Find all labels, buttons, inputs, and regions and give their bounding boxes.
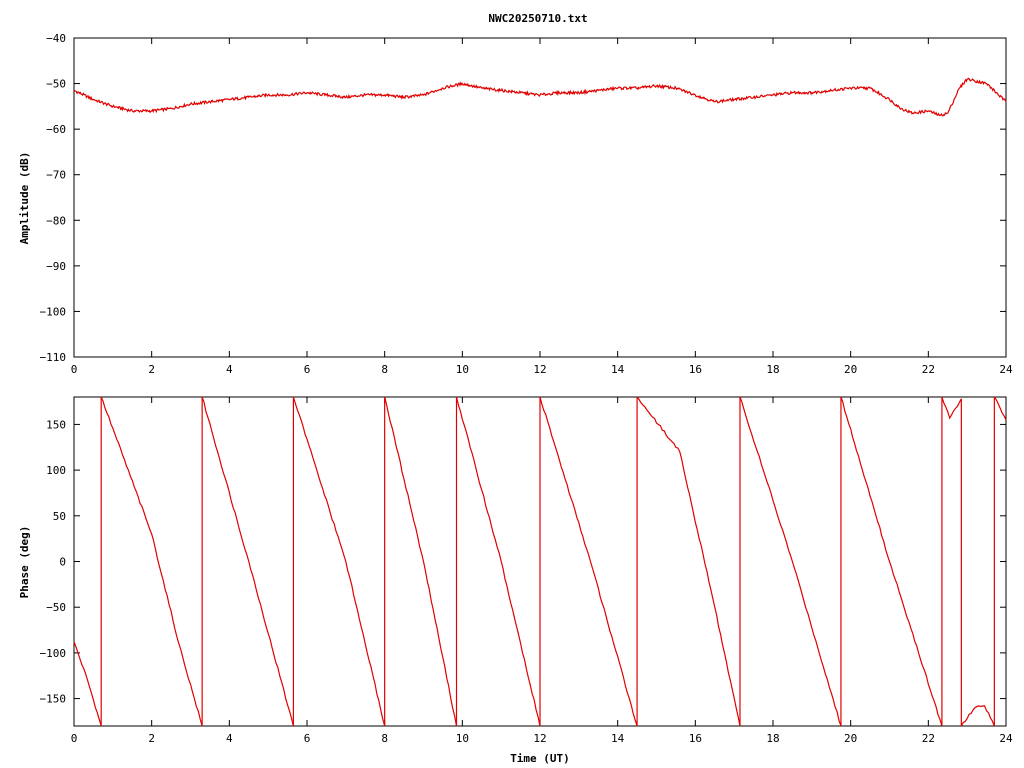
phase-series-segment: [100, 396, 203, 727]
phase-x-tick-label: 10: [456, 732, 469, 745]
phase-series-segment: [539, 396, 638, 727]
amplitude-y-tick-label: −70: [46, 169, 66, 182]
phase-y-tick-label: 50: [53, 510, 66, 523]
phase-series-segment: [941, 396, 962, 420]
amplitude-x-tick-label: 22: [922, 363, 935, 376]
phase-y-tick-label: 150: [46, 418, 66, 431]
phase-series-segment: [384, 396, 458, 727]
phase-x-tick-label: 16: [689, 732, 702, 745]
amplitude-x-tick-label: 18: [766, 363, 779, 376]
amplitude-panel: −40−50−60−70−80−90−100−110 0 2 4 6 8 10 12 14 16…: [18, 32, 1013, 376]
phase-x-tick-label: 2: [148, 732, 155, 745]
phase-y-tick-label: −150: [40, 693, 67, 706]
phase-series-segment: [455, 396, 541, 727]
amplitude-x-tick-label: 16: [689, 363, 702, 376]
chart-title: NWC20250710.txt: [488, 12, 587, 25]
amplitude-x-tick-label: 8: [381, 363, 388, 376]
amplitude-y-tick-label: −80: [46, 214, 66, 227]
amplitude-plot-frame: [73, 37, 1007, 358]
amplitude-x-tick-label: 14: [611, 363, 625, 376]
amplitude-y-ticks: −40 −50 −60 −70 −80 −90 −100 −110: [40, 32, 1006, 364]
amplitude-y-tick-label: −50: [46, 78, 66, 91]
phase-series-segment: [292, 396, 386, 727]
phase-y-tick-label: 100: [46, 464, 66, 477]
phase-x-tick-label: 14: [611, 732, 625, 745]
phase-x-tick-label: 8: [381, 732, 388, 745]
phase-x-tick-label: 12: [533, 732, 546, 745]
amplitude-x-tick-label: 6: [304, 363, 311, 376]
amplitude-x-ticks: 0 2 4 6 8 10 12 14 16 18 20 22 24: [71, 38, 1013, 376]
phase-y-ticks: 150 100 50 0 −50 −100 −150: [40, 418, 1006, 706]
phase-x-ticks: 0 2 4 6 8 10 12 14 16 18 20 22 24: [71, 397, 1013, 745]
amplitude-series: [73, 77, 1007, 117]
amplitude-y-tick-label: −60: [46, 123, 66, 136]
phase-series-segment: [636, 396, 741, 727]
amplitude-x-tick-label: 20: [844, 363, 857, 376]
phase-series-segment: [73, 641, 102, 727]
phase-series-segment: [739, 396, 842, 727]
phase-series-segment: [960, 705, 995, 727]
phase-x-tick-label: 4: [226, 732, 233, 745]
amplitude-x-tick-label: 12: [533, 363, 546, 376]
amplitude-x-tick-label: 0: [71, 363, 78, 376]
amplitude-x-tick-label: 24: [999, 363, 1013, 376]
phase-y-tick-label: −100: [40, 647, 67, 660]
amplitude-series-line: [73, 77, 1007, 117]
amplitude-y-tick-label: −110: [40, 351, 67, 364]
phase-series: [73, 396, 1007, 727]
amplitude-x-tick-label: 2: [148, 363, 155, 376]
phase-x-axis-label: Time (UT): [510, 752, 570, 765]
amplitude-y-tick-label: −90: [46, 260, 66, 273]
phase-y-tick-label: 0: [59, 556, 66, 569]
amplitude-x-tick-label: 4: [226, 363, 233, 376]
phase-x-tick-label: 22: [922, 732, 935, 745]
amplitude-y-axis-label: Amplitude (dB): [18, 152, 31, 245]
phase-series-segment: [201, 396, 294, 727]
amplitude-y-tick-label: −40: [46, 32, 66, 45]
phase-x-tick-label: 6: [304, 732, 311, 745]
amplitude-y-tick-label: −100: [40, 305, 67, 318]
phase-y-tick-label: −50: [46, 601, 66, 614]
amplitude-x-tick-label: 10: [456, 363, 469, 376]
phase-x-tick-label: 18: [766, 732, 779, 745]
phase-x-tick-label: 20: [844, 732, 857, 745]
phase-series-segment: [840, 396, 943, 727]
phase-x-tick-label: 24: [999, 732, 1013, 745]
phase-x-tick-label: 0: [71, 732, 78, 745]
phase-y-axis-label: Phase (deg): [18, 526, 31, 599]
phase-series-segment: [993, 396, 1007, 421]
